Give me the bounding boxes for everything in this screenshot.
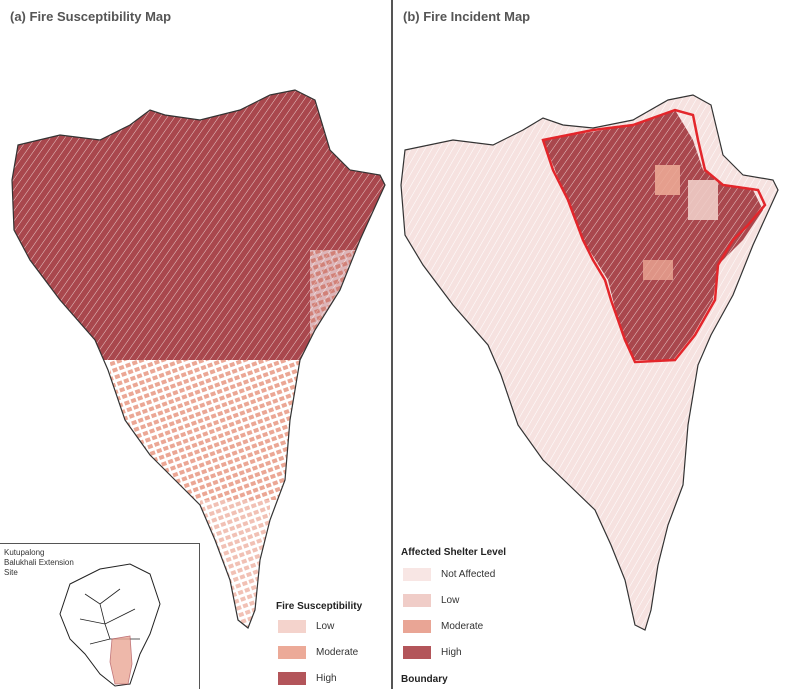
map-b-outline (400, 94, 779, 631)
map-a-outline (11, 89, 386, 629)
legend-swatch-not-affected (403, 568, 431, 581)
legend-swatch-low (403, 594, 431, 607)
fire-incident-map (400, 94, 779, 631)
panel-b-title: (b) Fire Incident Map (403, 9, 531, 24)
legend-swatch-high (403, 646, 431, 659)
inset-label: Kutupalong Balukhali Extension Site (4, 548, 74, 577)
fire-susceptibility-map (11, 89, 386, 629)
map-b-fill (401, 95, 778, 630)
legend-label: High (441, 647, 462, 658)
legend-a-low: Low (278, 620, 334, 633)
legend-b-low: Low (403, 594, 459, 607)
inset-map (59, 563, 161, 687)
legend-b-boundary: Boundary (401, 674, 448, 685)
fire-incident-panel: (b) Fire Incident Map Affected (392, 0, 788, 689)
legend-swatch-high (278, 672, 306, 685)
legend-label: Low (316, 621, 335, 632)
legend-swatch-low (278, 620, 306, 633)
location-inset: Kutupalong Balukhali Extension Site (0, 543, 200, 689)
legend-a-moderate: Moderate (278, 646, 358, 659)
legend-swatch-moderate (278, 646, 306, 659)
legend-label: Low (441, 595, 460, 606)
legend-a-title: Fire Susceptibility (276, 601, 363, 612)
legend-swatch-moderate (403, 620, 431, 633)
fire-susceptibility-panel: (a) Fire Susceptibility Map Kutupalong (0, 0, 392, 689)
legend-a-high: High (278, 672, 337, 685)
legend-label: Moderate (316, 647, 359, 658)
legend-label: High (316, 673, 337, 684)
legend-b-high: High (403, 646, 462, 659)
legend-b-title: Affected Shelter Level (401, 547, 507, 558)
legend-label: Not Affected (441, 569, 496, 580)
panel-a-title: (a) Fire Susceptibility Map (10, 9, 172, 24)
legend-b-not-affected: Not Affected (403, 568, 495, 581)
legend-label: Moderate (441, 621, 484, 632)
legend-b-moderate: Moderate (403, 620, 483, 633)
incident-boundary (541, 108, 767, 364)
